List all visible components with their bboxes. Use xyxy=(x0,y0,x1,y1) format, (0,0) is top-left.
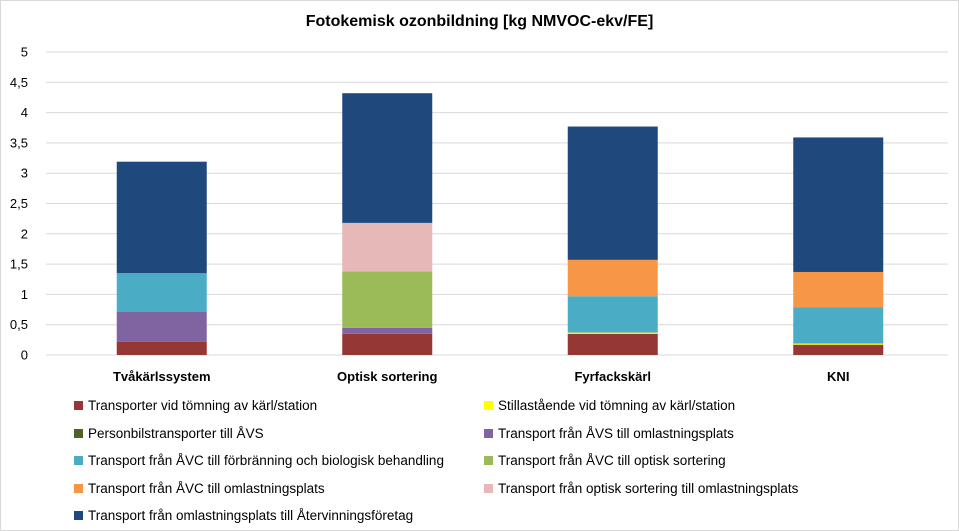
bar-segment xyxy=(793,137,884,272)
chart-title: Fotokemisk ozonbildning [kg NMVOC-ekv/FE… xyxy=(305,13,654,30)
category-label: Tvåkärlssystem xyxy=(113,369,211,384)
bar-segment xyxy=(342,222,433,272)
bar-segment xyxy=(567,259,658,297)
bar-segment xyxy=(116,341,207,355)
bar-segment xyxy=(116,273,207,312)
category-label: Fyrfackskärl xyxy=(574,369,651,384)
bar-segment xyxy=(342,93,433,223)
y-tick-label: 3 xyxy=(21,166,28,181)
category-label: Optisk sortering xyxy=(337,369,437,384)
y-tick-label: 1,5 xyxy=(10,257,28,272)
bar-segment xyxy=(793,343,884,345)
bar-segment xyxy=(342,327,433,334)
y-tick-label: 2,5 xyxy=(10,196,28,211)
category-label: KNI xyxy=(827,369,849,384)
y-tick-label: 2 xyxy=(21,226,28,241)
y-tick-label: 5 xyxy=(21,45,28,60)
bar-segment xyxy=(793,271,884,308)
y-tick-label: 0 xyxy=(21,348,28,363)
bar-segment xyxy=(567,332,658,334)
y-tick-label: 4,5 xyxy=(10,75,28,90)
bar-segment xyxy=(793,344,884,355)
bar-segment xyxy=(116,311,207,342)
bar-segment xyxy=(342,271,433,328)
y-tick-label: 1 xyxy=(21,287,28,302)
bar-segment xyxy=(567,126,658,260)
bar-segment xyxy=(342,333,433,355)
y-tick-label: 3,5 xyxy=(10,135,28,150)
y-tick-label: 0,5 xyxy=(10,317,28,332)
y-tick-label: 4 xyxy=(21,105,28,120)
bar-segment xyxy=(567,333,658,355)
bar-segment xyxy=(116,161,207,274)
bar-segment xyxy=(567,296,658,333)
bar-segment xyxy=(793,307,884,344)
